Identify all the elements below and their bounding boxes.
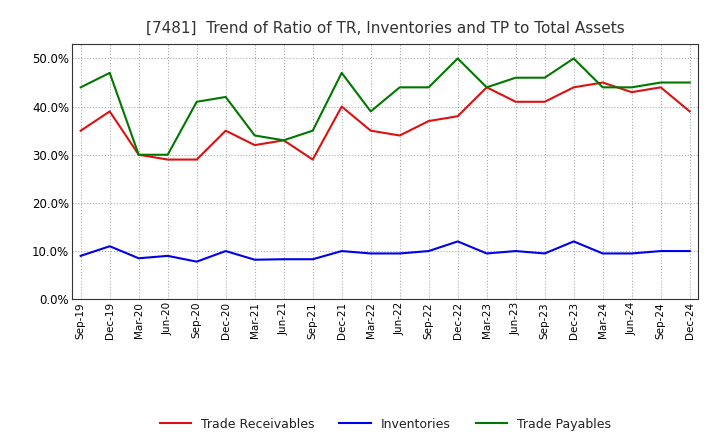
Trade Receivables	[424, 118, 433, 124]
Trade Receivables	[192, 157, 201, 162]
Trade Payables	[163, 152, 172, 158]
Inventories	[685, 249, 694, 254]
Trade Receivables	[657, 84, 665, 90]
Inventories	[598, 251, 607, 256]
Trade Receivables	[482, 84, 491, 90]
Trade Receivables	[221, 128, 230, 133]
Inventories	[657, 249, 665, 254]
Trade Payables	[76, 84, 85, 90]
Trade Payables	[395, 84, 404, 90]
Inventories	[424, 249, 433, 254]
Inventories	[482, 251, 491, 256]
Trade Receivables	[366, 128, 375, 133]
Trade Payables	[511, 75, 520, 81]
Inventories	[454, 239, 462, 244]
Inventories	[192, 259, 201, 264]
Trade Payables	[135, 152, 143, 158]
Trade Receivables	[338, 104, 346, 109]
Inventories	[251, 257, 259, 262]
Trade Payables	[221, 94, 230, 99]
Trade Receivables	[395, 133, 404, 138]
Line: Inventories: Inventories	[81, 242, 690, 262]
Inventories	[511, 249, 520, 254]
Trade Receivables	[308, 157, 317, 162]
Inventories	[338, 249, 346, 254]
Inventories	[163, 253, 172, 259]
Inventories	[570, 239, 578, 244]
Trade Receivables	[627, 89, 636, 95]
Trade Receivables	[135, 152, 143, 158]
Inventories	[135, 256, 143, 261]
Trade Payables	[192, 99, 201, 104]
Trade Payables	[627, 84, 636, 90]
Title: [7481]  Trend of Ratio of TR, Inventories and TP to Total Assets: [7481] Trend of Ratio of TR, Inventories…	[146, 21, 624, 36]
Trade Payables	[482, 84, 491, 90]
Inventories	[105, 244, 114, 249]
Trade Payables	[338, 70, 346, 76]
Trade Payables	[105, 70, 114, 76]
Trade Payables	[454, 56, 462, 61]
Line: Trade Payables: Trade Payables	[81, 59, 690, 155]
Trade Receivables	[163, 157, 172, 162]
Trade Payables	[279, 138, 288, 143]
Trade Payables	[541, 75, 549, 81]
Trade Receivables	[279, 138, 288, 143]
Trade Receivables	[598, 80, 607, 85]
Line: Trade Receivables: Trade Receivables	[81, 83, 690, 160]
Trade Receivables	[251, 143, 259, 148]
Trade Receivables	[454, 114, 462, 119]
Trade Receivables	[685, 109, 694, 114]
Trade Receivables	[105, 109, 114, 114]
Legend: Trade Receivables, Inventories, Trade Payables: Trade Receivables, Inventories, Trade Pa…	[155, 413, 616, 436]
Inventories	[366, 251, 375, 256]
Trade Payables	[685, 80, 694, 85]
Inventories	[76, 253, 85, 259]
Inventories	[221, 249, 230, 254]
Trade Payables	[570, 56, 578, 61]
Trade Payables	[251, 133, 259, 138]
Trade Receivables	[511, 99, 520, 104]
Trade Payables	[424, 84, 433, 90]
Inventories	[395, 251, 404, 256]
Trade Payables	[308, 128, 317, 133]
Trade Receivables	[76, 128, 85, 133]
Inventories	[541, 251, 549, 256]
Trade Payables	[657, 80, 665, 85]
Trade Payables	[598, 84, 607, 90]
Trade Receivables	[570, 84, 578, 90]
Trade Payables	[366, 109, 375, 114]
Inventories	[279, 257, 288, 262]
Inventories	[308, 257, 317, 262]
Trade Receivables	[541, 99, 549, 104]
Inventories	[627, 251, 636, 256]
